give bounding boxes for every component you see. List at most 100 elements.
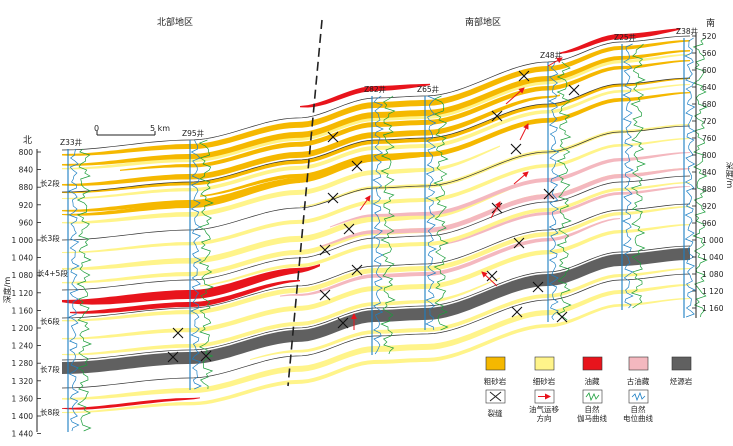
gamma-ray-curve [433, 95, 449, 331]
migration-arrow [513, 171, 529, 185]
fracture-mark [510, 143, 522, 155]
scale-bar-end: 5 km [150, 124, 170, 133]
south-region-label: 南部地区 [465, 16, 501, 28]
legend-swatch-coarse-sand [485, 356, 506, 371]
oil-reservoir [62, 264, 320, 305]
gamma-ray-curve [556, 61, 572, 321]
migration-arrow [359, 195, 371, 211]
member-label-chang3: 长3段 [40, 233, 60, 243]
fracture-mark [543, 188, 555, 200]
well-name-label: Z48井 [540, 50, 563, 60]
right-axis-tick-label: 560 [702, 49, 717, 58]
well-column: Z95井 [182, 128, 214, 390]
sp-curve-icon [631, 391, 646, 402]
legend-label-gamma: 自然伽马曲线 [577, 404, 607, 423]
sp-curve [548, 61, 560, 321]
fine-sand-layer [62, 284, 690, 400]
gamma-ray-curve [76, 148, 92, 432]
right-axis-tick-label: 960 [702, 219, 717, 228]
fracture-mark [167, 351, 179, 363]
member-boundary-line [61, 35, 691, 151]
right-axis-tick-label: 880 [702, 185, 717, 194]
left-axis-tick-label: 960 [19, 218, 34, 227]
well-name-label: Z65井 [417, 84, 440, 94]
migration-arrow [481, 271, 498, 287]
well-column: Z25井 [614, 32, 646, 310]
fracture-mark [351, 160, 363, 172]
right-axis-tick-label: 920 [702, 202, 717, 211]
migration-arrow [519, 123, 529, 141]
oil-reservoir [62, 397, 200, 410]
fine-sand-layer [62, 138, 690, 254]
right-axis-tick-label: 760 [702, 134, 717, 143]
right-axis-tick-label: 1 160 [702, 304, 724, 313]
north-direction-label: 北 [23, 135, 32, 146]
fracture-mark [351, 264, 363, 276]
sp-curve [68, 148, 80, 432]
fracture-mark [327, 192, 339, 204]
right-axis-tick-label: 1 080 [702, 270, 724, 279]
paleo-oil-reservoir [320, 168, 690, 248]
left-axis-tick-label: 1 160 [12, 306, 34, 315]
fracture-icon [489, 391, 502, 402]
fracture-mark [327, 131, 339, 143]
left-axis-tick-label: 800 [19, 148, 34, 157]
coarse-sand-layer [62, 40, 690, 156]
migration-arrow [547, 57, 563, 67]
legend-swatch-oil-reservoir [582, 356, 603, 371]
well-column: Z33井 [60, 137, 92, 432]
right-depth-axis: 深度/m 520 560 600 640 680 720 760 800 840 880 920 96… [692, 32, 733, 318]
source-rock-layer [62, 248, 690, 374]
well-name-label: Z38井 [676, 26, 699, 36]
legend-label-paleo-oil: 古油藏 [627, 376, 650, 386]
migration-arrow [505, 87, 525, 105]
fault-line [287, 19, 323, 387]
fault-dashed-line [287, 19, 323, 387]
legend-label-coarse-sand: 粗砂岩 [484, 376, 507, 386]
right-axis-tick-label: 1 040 [702, 253, 724, 262]
fracture-mark [172, 327, 184, 339]
fracture-mark [486, 270, 498, 282]
fine-sand-layer [62, 206, 690, 322]
left-axis-tick-label: 1 120 [12, 289, 34, 298]
legend-label-sp: 自然电位曲线 [623, 404, 653, 423]
legend-label-source-rock: 烃源岩 [670, 376, 693, 386]
well-name-label: Z95井 [182, 128, 205, 138]
legend-label-oil-reservoir: 油藏 [585, 376, 600, 386]
left-axis-tick-label: 1 360 [12, 394, 34, 403]
fracture-mark [518, 70, 530, 82]
fine-sand-layer [62, 224, 690, 340]
left-axis-tick-label: 920 [19, 201, 34, 210]
right-axis-tick-label: 720 [702, 117, 717, 126]
left-axis-title: 深度/m [2, 277, 12, 304]
well-column: Z65井 [417, 84, 449, 331]
coarse-sand-layer [62, 182, 300, 216]
left-axis-tick-label: 1 320 [12, 377, 34, 386]
fracture-mark [556, 311, 568, 323]
member-boundary-line [61, 203, 691, 319]
member-label-chang2: 长2段 [40, 178, 60, 188]
gamma-ray-curve [380, 95, 396, 355]
right-axis-tick-label: 520 [702, 32, 717, 41]
well-column: Z48井 [540, 50, 572, 322]
left-axis-tick-label: 1 440 [12, 430, 34, 439]
legend: 粗砂岩 细砂岩 油藏 古油藏 烃源岩 裂缝 油气运移方向 自然伽马曲线 自然电位… [484, 356, 693, 423]
fracture-mark [343, 223, 355, 235]
member-boundary-line [61, 175, 691, 291]
member-boundary-line [61, 273, 691, 389]
fine-sand-layer [200, 182, 690, 287]
sp-curve [622, 43, 634, 309]
fracture-mark [568, 84, 580, 96]
well-name-label: Z33井 [60, 137, 83, 147]
sp-curve [190, 139, 202, 390]
left-axis-tick-label: 880 [19, 183, 34, 192]
left-axis-tick-label: 1 280 [12, 359, 34, 368]
sp-curve [684, 37, 696, 318]
fracture-mark [200, 350, 212, 362]
fracture-mark [337, 317, 349, 329]
fracture-mark [319, 244, 331, 256]
coarse-sand-layer [200, 92, 690, 197]
legend-label-fracture: 裂缝 [488, 408, 503, 418]
member-boundary-line [61, 77, 691, 193]
